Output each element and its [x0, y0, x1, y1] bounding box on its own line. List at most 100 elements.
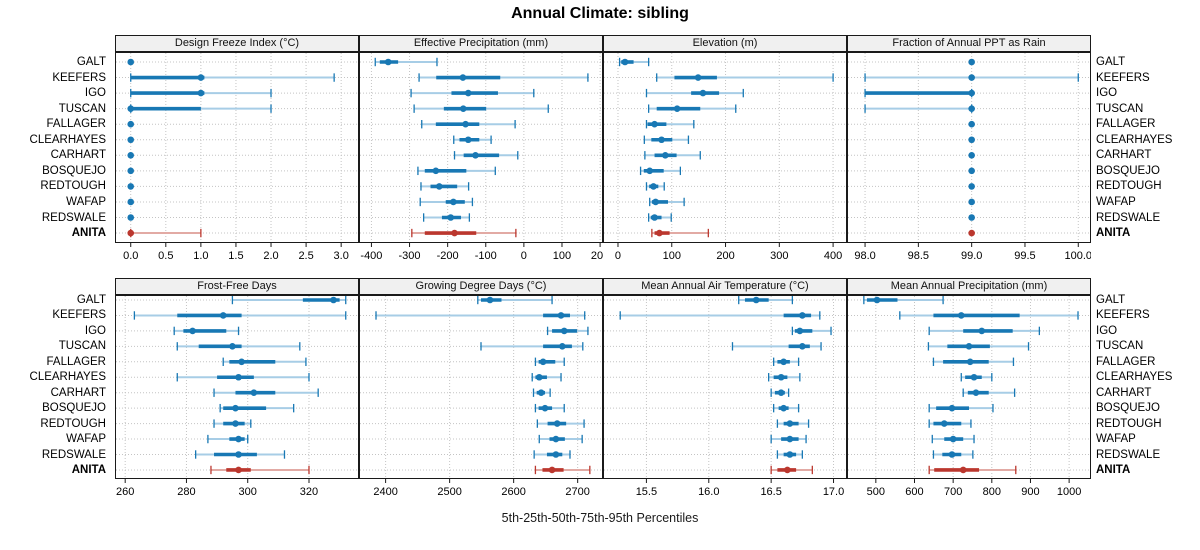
site-label-REDSWALE: REDSWALE: [41, 448, 106, 461]
median-dot: [553, 420, 561, 427]
percentile-row-CARHART: [962, 388, 1016, 397]
data-rows: [618, 57, 834, 238]
panel-strip-label: Frost-Free Days: [115, 278, 359, 295]
panel-border: [847, 295, 1091, 479]
percentile-row-BOSQUEJO: [219, 403, 295, 413]
median-dot: [450, 198, 457, 206]
percentile-row-FALLAGER: [534, 357, 565, 366]
tick-label: 98.0: [854, 250, 875, 262]
data-rows: [619, 295, 832, 475]
tick-label: 2.0: [263, 250, 278, 262]
median-dot: [127, 152, 135, 159]
median-dot: [447, 214, 455, 221]
site-label-ANITA: ANITA: [1096, 463, 1131, 476]
panel-elevation: Elevation (m) 0 100 200 300 400: [603, 35, 847, 265]
site-label-REDTOUGH: REDTOUGH: [40, 417, 106, 430]
median-dot: [229, 343, 236, 350]
percentile-row-FALLAGER: [772, 357, 800, 366]
percentile-row-REDTOUGH: [536, 419, 585, 428]
percentile-row-TUSCAN: [864, 104, 975, 113]
panel-plot: 0 100 200 300 400: [603, 52, 847, 262]
median-dot: [948, 404, 956, 412]
median-dot: [786, 451, 794, 458]
median-dot: [652, 198, 659, 206]
percentile-row-BOSQUEJO: [417, 166, 496, 176]
median-dot: [957, 312, 965, 319]
panel-strip-label: Elevation (m): [603, 35, 847, 52]
tick-label: 0: [615, 250, 621, 262]
site-label-WAFAP: WAFAP: [66, 196, 106, 208]
panel-border: [115, 52, 359, 243]
site-label-REDSWALE: REDSWALE: [1096, 211, 1161, 224]
median-dot: [250, 389, 258, 396]
median-dot: [127, 198, 135, 206]
percentile-row-REDTOUGH: [928, 419, 972, 428]
site-label-TUSCAN: TUSCAN: [1096, 102, 1144, 115]
site-label-CARHART: CARHART: [1096, 386, 1152, 399]
median-dot: [432, 167, 440, 175]
percentile-row-REDTOUGH: [127, 183, 135, 190]
median-dot: [966, 358, 974, 366]
site-label-IGO: IGO: [84, 87, 106, 100]
site-label-KEEFERS: KEEFERS: [1096, 71, 1150, 84]
percentile-row-CLEARHAYES: [453, 135, 492, 144]
panel-frost-free-days: Frost-Free Days 260 280 300 320: [115, 278, 359, 501]
percentile-row-CLEARHAYES: [643, 135, 690, 144]
panel-plot: 2400 2500 2600 2700: [359, 295, 603, 498]
median-dot: [541, 404, 549, 412]
tick-label: 2.5: [298, 250, 313, 262]
percentile-row-REDSWALE: [422, 213, 471, 222]
panel-strip-label: Effective Precipitation (mm): [359, 35, 603, 52]
x-axis: 260 280 300 320: [116, 479, 318, 498]
median-dot: [965, 343, 973, 350]
percentile-row-TUSCAN: [647, 104, 737, 113]
percentile-row-CLEARHAYES: [531, 373, 562, 382]
panel-plot: -400 -300 -200 -100 0 100 200: [359, 52, 603, 262]
panel-mean-annual-air-temperature: Mean Annual Air Temperature (°C) 15.5 16.…: [603, 278, 847, 501]
tick-label: 320: [300, 486, 318, 498]
panel-plot: 260 280 300 320: [115, 295, 359, 498]
gridlines: [116, 296, 358, 478]
tick-label: 1.5: [228, 250, 243, 262]
percentile-row-REDSWALE: [194, 450, 286, 459]
panel-border: [847, 52, 1091, 243]
site-label-IGO: IGO: [1096, 87, 1118, 100]
percentile-row-GALT: [863, 295, 944, 305]
percentile-row-CLEARHAYES: [768, 373, 801, 382]
median-dot: [219, 312, 227, 319]
median-dot: [873, 296, 881, 304]
panel-growing-degree-days: Growing Degree Days (°C) 2400 2500 2600 270…: [359, 278, 603, 501]
median-dot: [650, 183, 657, 190]
median-dot: [949, 435, 957, 443]
median-dot: [197, 74, 205, 81]
percentile-row-TUSCAN: [731, 342, 822, 351]
tick-label: 2700: [565, 486, 589, 498]
percentile-row-KEEFERS: [656, 73, 834, 82]
percentile-row-BOSQUEJO: [639, 166, 682, 176]
tick-label: -200: [437, 250, 459, 262]
percentile-row-ANITA: [534, 465, 591, 475]
data-rows: [863, 295, 1079, 475]
tick-label: 0.5: [158, 250, 173, 262]
gridlines: [848, 53, 1090, 242]
site-label-IGO: IGO: [1096, 324, 1118, 337]
tick-label: 15.5: [636, 486, 657, 498]
median-dot: [557, 312, 565, 319]
median-dot: [539, 358, 547, 366]
median-dot: [968, 152, 975, 159]
median-dot: [127, 229, 135, 237]
site-label-REDSWALE: REDSWALE: [41, 211, 106, 224]
median-dot: [777, 373, 785, 381]
tick-label: 0: [521, 250, 527, 262]
tick-label: 700: [944, 486, 962, 498]
panel-fraction-ppt-rain: Fraction of Annual PPT as Rain 98.0 98.5 9…: [847, 35, 1091, 265]
percentile-row-REDSWALE: [776, 450, 803, 459]
median-dot: [435, 183, 443, 190]
median-dot: [235, 435, 242, 443]
percentile-row-IGO: [173, 326, 240, 336]
median-dot: [656, 229, 663, 237]
x-axis: 0 100 200 300 400: [615, 243, 842, 262]
percentile-row-GALT: [127, 58, 135, 66]
median-dot: [552, 451, 560, 458]
x-axis: 500 600 700 800 900 1000: [867, 479, 1081, 498]
